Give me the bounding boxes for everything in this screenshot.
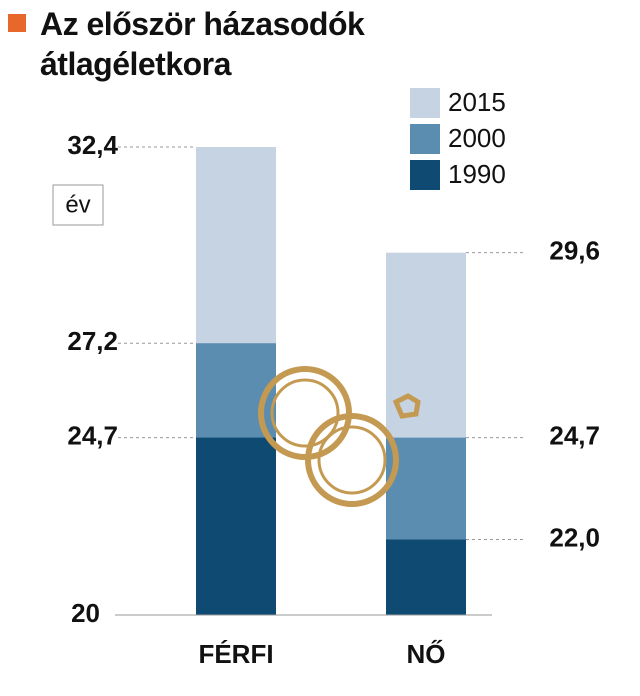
x-tick-label: NŐ bbox=[407, 639, 446, 669]
value-label: 22,0 bbox=[549, 522, 600, 552]
bar bbox=[196, 437, 276, 615]
rings-icon bbox=[258, 366, 421, 507]
x-tick-label: FÉRFI bbox=[198, 639, 273, 669]
value-label: 24,7 bbox=[549, 420, 600, 450]
y-tick-label: 20 bbox=[71, 598, 100, 628]
value-label: 24,7 bbox=[67, 420, 118, 450]
chart-title: Az először házasodók átlagéletkora bbox=[40, 6, 365, 82]
title-marker bbox=[8, 14, 26, 32]
legend-label: 2015 bbox=[448, 87, 506, 117]
value-label: 27,2 bbox=[67, 326, 118, 356]
bars bbox=[196, 147, 466, 615]
legend-label: 1990 bbox=[448, 159, 506, 189]
legend-swatch bbox=[410, 160, 440, 190]
bar bbox=[386, 539, 466, 615]
legend-label: 2000 bbox=[448, 123, 506, 153]
unit-label: év bbox=[65, 191, 90, 218]
legend-swatch bbox=[410, 124, 440, 154]
value-label: 32,4 bbox=[67, 130, 118, 160]
value-label: 29,6 bbox=[549, 236, 600, 266]
legend-swatch bbox=[410, 88, 440, 118]
unit-box bbox=[52, 184, 104, 226]
